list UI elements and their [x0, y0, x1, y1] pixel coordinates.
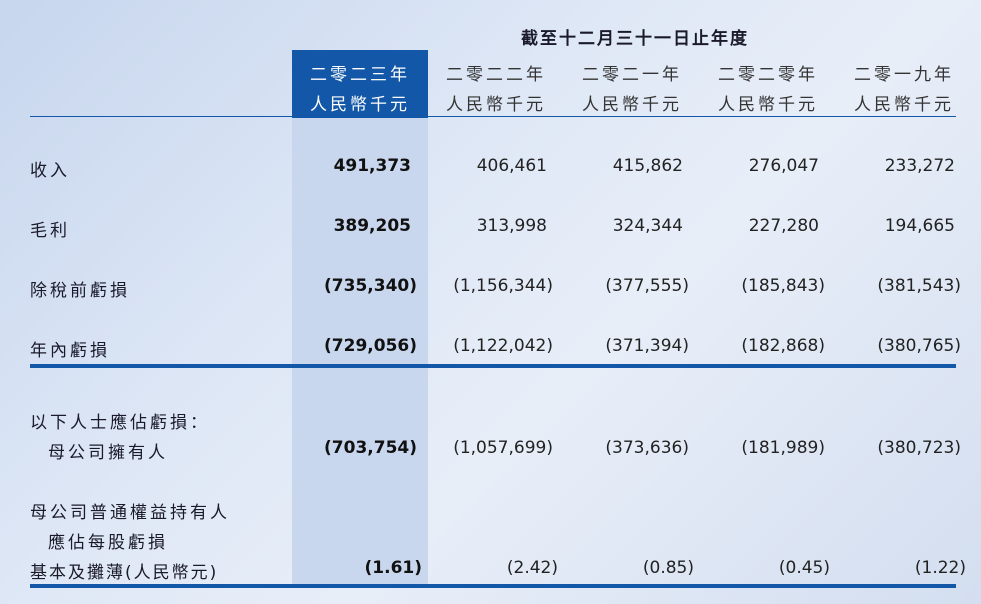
col-year-2021: 二零二一年 — [582, 65, 682, 85]
cell-eps-2021: (0.85) — [642, 558, 694, 578]
col-year-2023: 二零二三年 — [310, 65, 410, 85]
cell-loss-for-year-2019: (380,765) — [877, 336, 961, 356]
cell-revenue-2020: 276,047 — [748, 156, 819, 176]
cell-loss-before-tax-2021: (377,555) — [605, 276, 689, 296]
cell-gross-profit-2022: 313,998 — [476, 216, 547, 236]
col-unit-2019: 人民幣千元 — [854, 95, 954, 115]
section-rule-1 — [30, 364, 956, 368]
col-year-2022: 二零二二年 — [446, 65, 546, 85]
cell-owners-2021: (373,636) — [605, 438, 689, 458]
col-unit-2022: 人民幣千元 — [446, 95, 546, 115]
cell-loss-before-tax-2022: (1,156,344) — [453, 276, 553, 296]
cell-owners-2022: (1,057,699) — [453, 438, 553, 458]
cell-revenue-2019: 233,272 — [884, 156, 955, 176]
cell-eps-2023: (1.61) — [364, 558, 422, 578]
row-label-eps-line2: 應佔每股虧損 — [48, 533, 168, 553]
section-rule-2 — [30, 584, 956, 588]
cell-revenue-2022: 406,461 — [476, 156, 547, 176]
col-year-2020: 二零二零年 — [718, 65, 818, 85]
row-label-eps-basic-diluted: 基本及攤薄(人民幣元) — [30, 563, 219, 583]
cell-owners-2020: (181,989) — [741, 438, 825, 458]
header-rule — [30, 116, 956, 117]
cell-gross-profit-2019: 194,665 — [884, 216, 955, 236]
cell-loss-for-year-2021: (371,394) — [605, 336, 689, 356]
col-unit-2021: 人民幣千元 — [582, 95, 682, 115]
cell-eps-2022: (2.42) — [506, 558, 558, 578]
cell-owners-2019: (380,723) — [877, 438, 961, 458]
cell-loss-before-tax-2019: (381,543) — [877, 276, 961, 296]
cell-revenue-2023: 491,373 — [333, 156, 411, 176]
cell-loss-for-year-2022: (1,122,042) — [453, 336, 553, 356]
cell-gross-profit-2021: 324,344 — [612, 216, 683, 236]
row-label-revenue: 收入 — [30, 161, 70, 181]
header-highlight-2023 — [292, 50, 428, 118]
cell-owners-2023: (703,754) — [324, 438, 417, 458]
cell-loss-for-year-2023: (729,056) — [324, 336, 417, 356]
cell-revenue-2021: 415,862 — [612, 156, 683, 176]
cell-loss-before-tax-2020: (185,843) — [741, 276, 825, 296]
cell-gross-profit-2020: 227,280 — [748, 216, 819, 236]
row-label-owners-of-parent: 母公司擁有人 — [48, 443, 168, 463]
cell-loss-before-tax-2023: (735,340) — [324, 276, 417, 296]
col-year-2019: 二零一九年 — [854, 65, 954, 85]
col-unit-2020: 人民幣千元 — [718, 95, 818, 115]
cell-eps-2020: (0.45) — [778, 558, 830, 578]
period-heading: 截至十二月三十一日止年度 — [521, 29, 749, 49]
row-label-loss-before-tax: 除稅前虧損 — [30, 281, 130, 301]
row-label-attributable-to: 以下人士應佔虧損： — [30, 413, 210, 433]
col-unit-2023: 人民幣千元 — [310, 95, 410, 115]
highlight-column-2023 — [292, 118, 428, 584]
cell-gross-profit-2023: 389,205 — [333, 216, 411, 236]
cell-loss-for-year-2020: (182,868) — [741, 336, 825, 356]
row-label-gross-profit: 毛利 — [30, 221, 70, 241]
cell-eps-2019: (1.22) — [914, 558, 966, 578]
row-label-loss-for-year: 年內虧損 — [30, 341, 110, 361]
row-label-eps-line1: 母公司普通權益持有人 — [30, 503, 230, 523]
